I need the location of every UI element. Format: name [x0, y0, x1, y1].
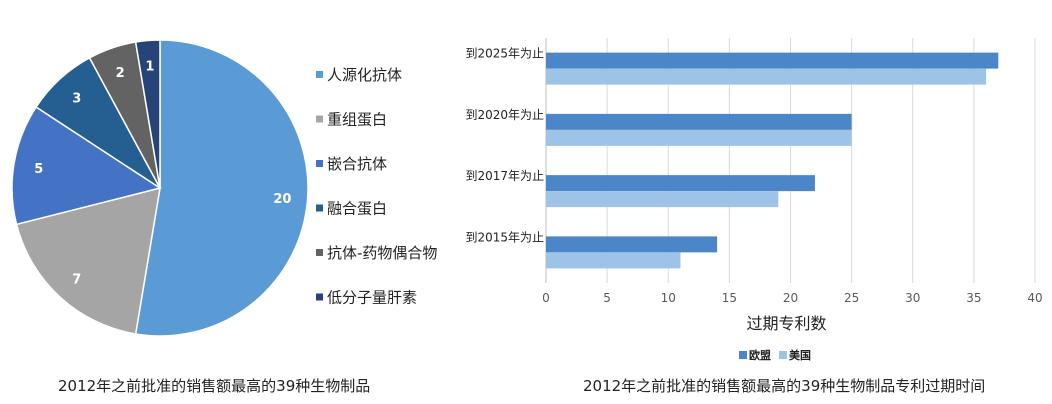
bar-legend-swatch: [739, 351, 747, 359]
pie-slice-3: [11, 106, 162, 226]
legend-label: 重组蛋白: [327, 111, 387, 129]
x-tick-label: 30: [905, 291, 920, 305]
pie-slice-2: [15, 186, 161, 335]
pie-slice-value-label: 20: [273, 192, 291, 207]
x-tick-label: 25: [844, 291, 859, 305]
pie-slice-6: [134, 39, 161, 189]
x-tick-label: 20: [783, 291, 798, 305]
legend-swatch: [316, 204, 323, 212]
x-tick-label: 35: [966, 291, 981, 305]
legend-label: 人源化抗体: [327, 66, 402, 84]
bar-us-3: [546, 191, 779, 208]
category-label: 到2017年为止: [465, 169, 544, 183]
bar-us-4: [546, 252, 681, 269]
pie-slice-1: [134, 39, 309, 337]
x-tick-label: 10: [661, 291, 676, 305]
bar-eu-3: [546, 175, 815, 192]
pie-slice-value-label: 1: [145, 60, 154, 75]
x-tick-label: 15: [722, 291, 737, 305]
pie-slice-value-label: 2: [116, 66, 125, 81]
bar-us-2: [546, 129, 852, 146]
legend-label: 抗体-药物偶合物: [327, 244, 437, 262]
pie-chart: 20 7 5 3 2 1: [11, 39, 309, 337]
legend-swatch: [316, 115, 323, 123]
bar-us-1: [546, 68, 987, 85]
legend-swatch: [316, 71, 323, 78]
bar-eu-4: [546, 236, 718, 253]
legend-label: 融合蛋白: [327, 200, 387, 218]
legend-swatch: [316, 160, 323, 167]
bar-legend-label: 美国: [789, 348, 811, 362]
legend-label: 嵌合抗体: [327, 155, 387, 173]
pie-slice-value-label: 7: [72, 272, 81, 287]
pie-caption: 2012年之前批准的销售额最高的39种生物制品: [58, 377, 371, 395]
pie-slice-value-label: 3: [72, 92, 81, 107]
x-tick-label: 5: [603, 291, 611, 305]
legend-swatch: [316, 249, 323, 256]
legend-swatch: [316, 293, 323, 301]
bar-caption: 2012年之前批准的销售额最高的39种生物制品专利过期时间: [583, 377, 986, 395]
category-label: 到2020年为止: [465, 108, 544, 122]
pie-slice-value-label: 5: [34, 162, 43, 177]
bar-eu-1: [546, 52, 999, 69]
bar-legend-swatch: [779, 351, 787, 359]
x-tick-label: 40: [1027, 291, 1042, 305]
legend-label: 低分子量肝素: [327, 289, 417, 307]
category-label: 到2015年为止: [465, 230, 544, 244]
bar-eu-2: [546, 113, 852, 130]
x-axis-title: 过期专利数: [746, 314, 826, 333]
category-label: 到2025年为止: [465, 47, 544, 61]
x-tick-label: 0: [542, 291, 550, 305]
bar-legend-label: 欧盟: [749, 348, 771, 362]
bar-chart: 0 5 10 15 20 25 30 35 40 到2025年为止到2020年为止到2017年为止…: [465, 38, 1043, 362]
